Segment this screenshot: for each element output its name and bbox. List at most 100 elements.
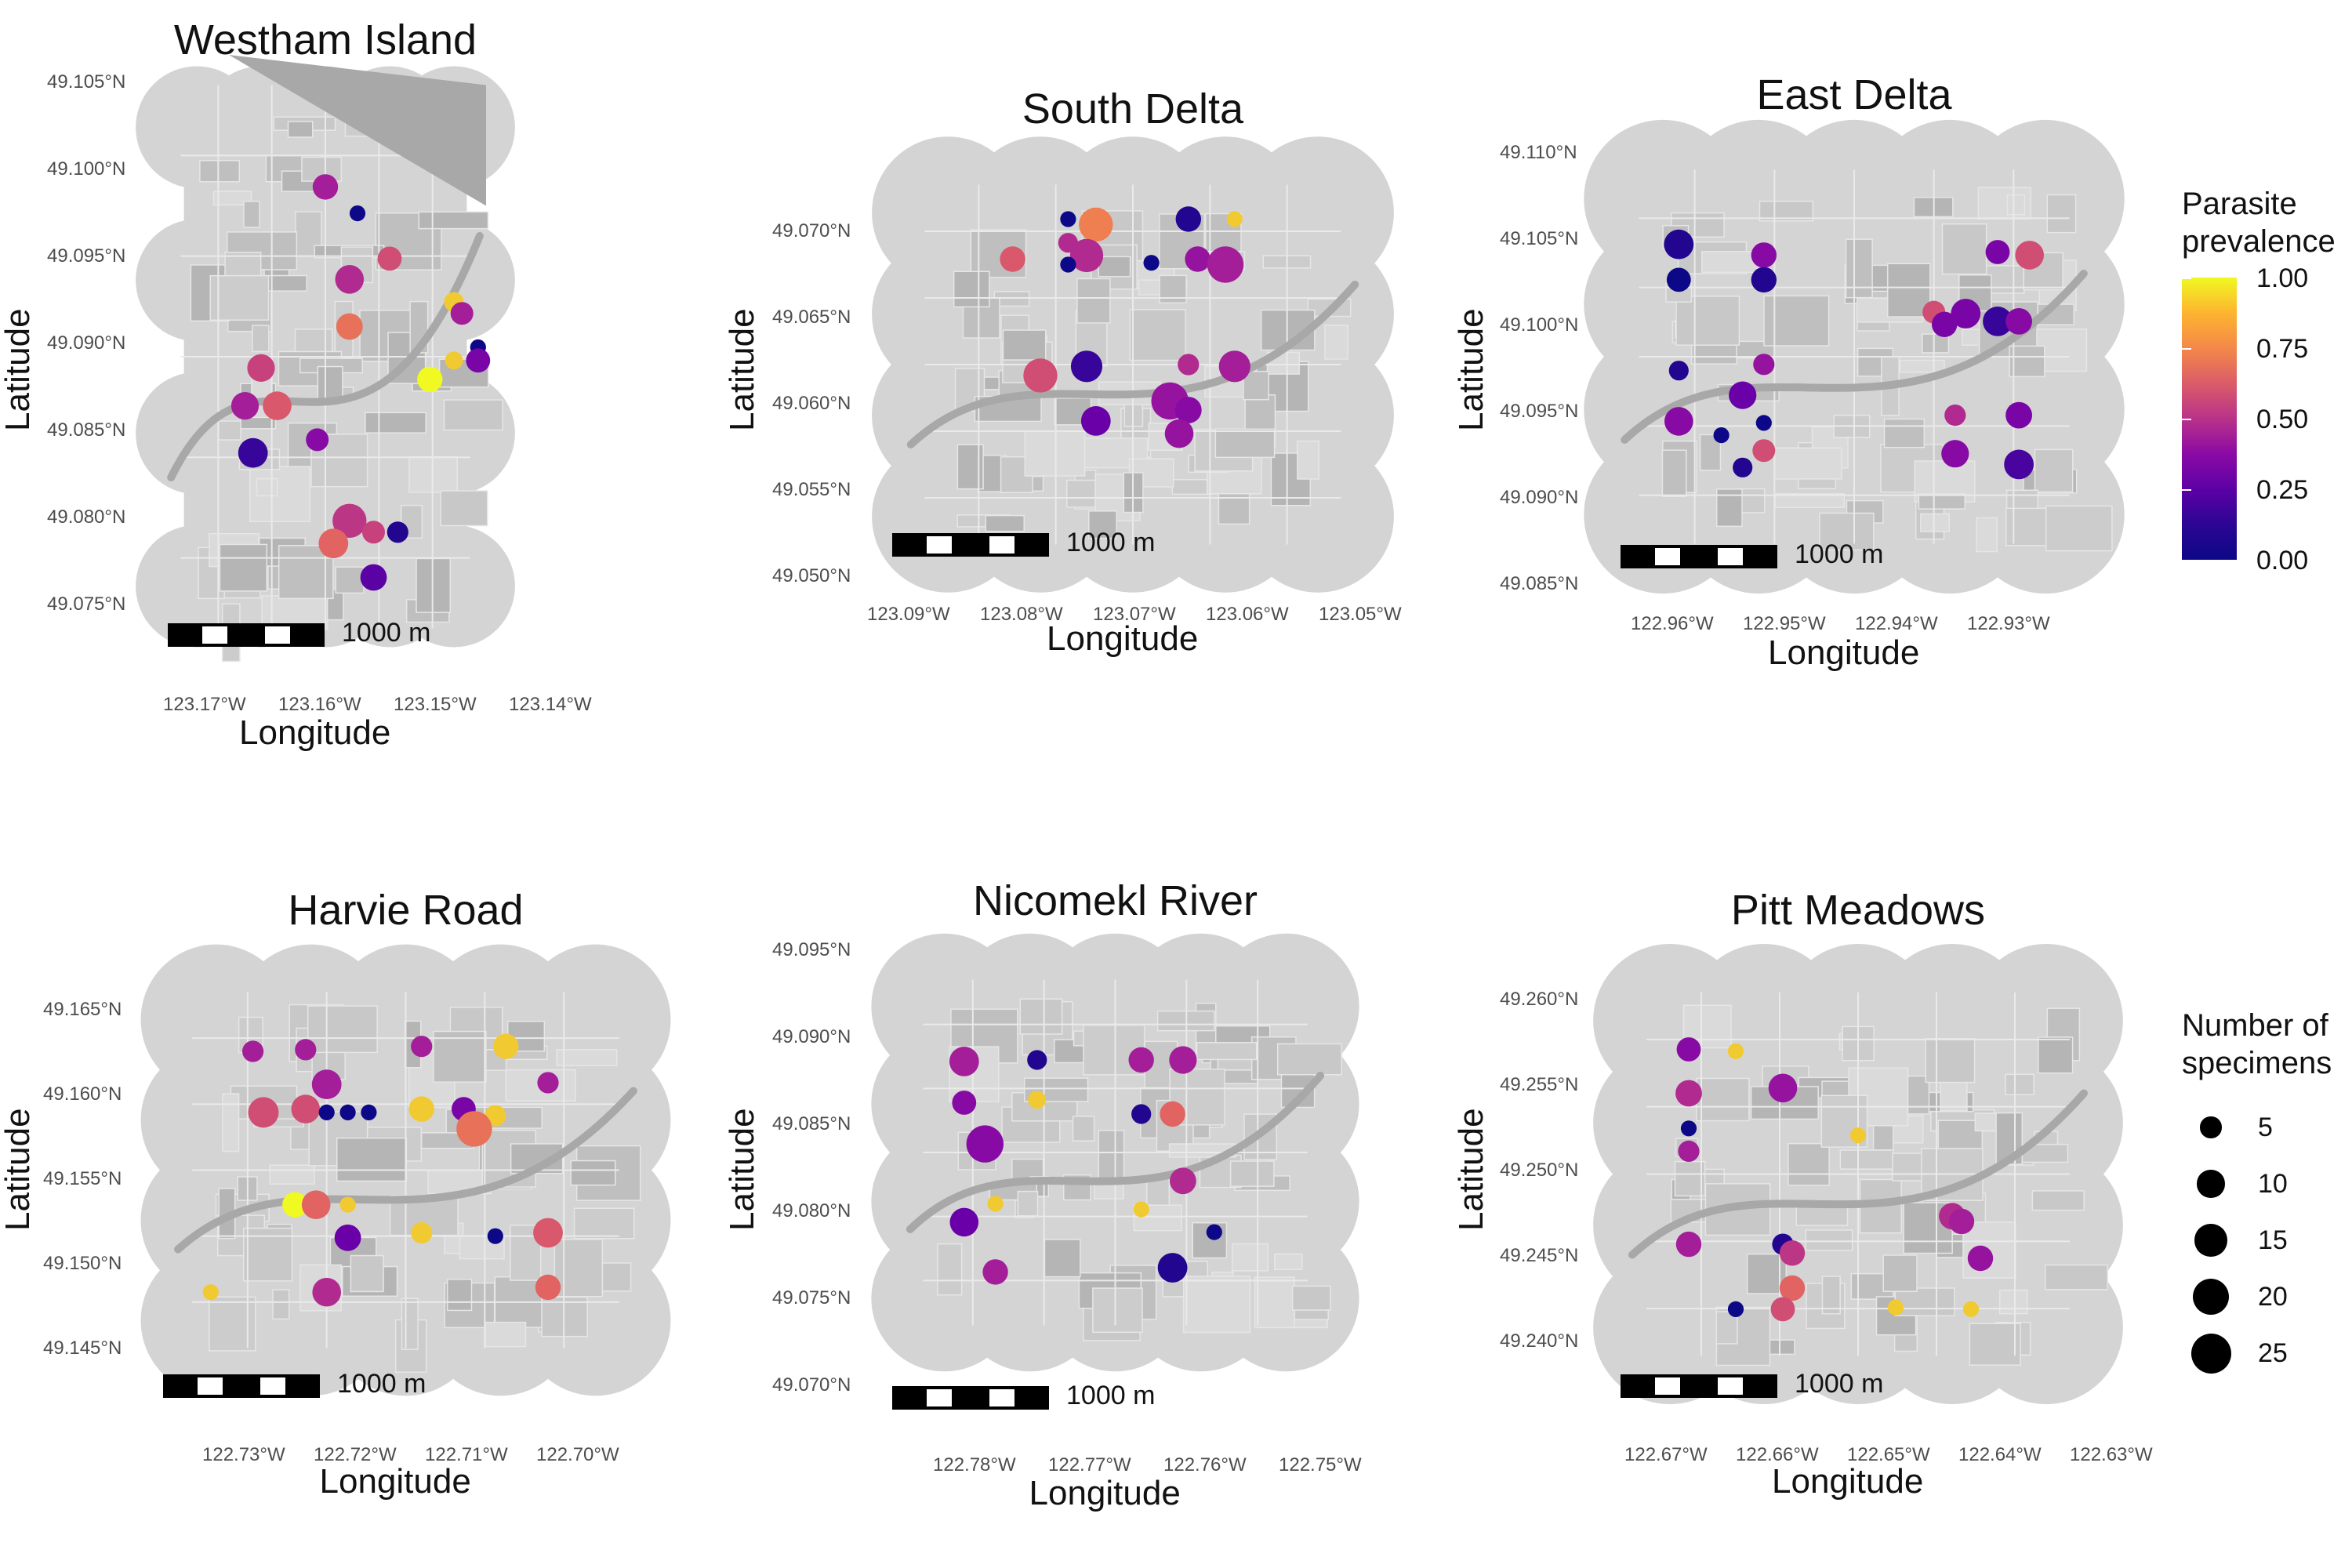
x-tick-label: 122.96°W (1631, 613, 1714, 634)
sample-point (361, 1104, 377, 1120)
scale-bar-segment (257, 1374, 289, 1398)
sample-point (411, 1221, 433, 1244)
sample-point (263, 391, 292, 420)
scale-label: 1000 m (1795, 539, 1884, 569)
sample-point (1079, 207, 1113, 242)
scale-bar-segment (1715, 545, 1746, 568)
x-tick-label: 122.76°W (1163, 1454, 1247, 1475)
sample-point (1069, 238, 1104, 273)
y-tick-label: 49.250°N (1500, 1160, 1579, 1181)
sample-point (1779, 1240, 1806, 1266)
scale-bar-segment (892, 533, 924, 557)
y-tick-label: 49.080°N (772, 1200, 851, 1221)
scale-bar (1621, 1374, 1777, 1398)
sample-point (1680, 1120, 1697, 1137)
color-legend-tick: 0.50 (2256, 405, 2309, 434)
scale-bar-segment (1621, 1374, 1652, 1398)
sample-point (1164, 419, 1194, 448)
panel-title: Harvie Road (288, 887, 524, 934)
scale-bar-segment (1621, 545, 1652, 568)
color-legend-tick: 1.00 (2256, 263, 2309, 293)
sample-point (1727, 1043, 1744, 1059)
scale-bar-segment (1652, 1374, 1683, 1398)
sample-point (360, 564, 387, 591)
sample-point (336, 313, 363, 340)
sample-point (1185, 246, 1210, 272)
scale-bar-segment (262, 623, 293, 647)
sample-point (411, 1036, 433, 1058)
x-tick-label: 122.73°W (202, 1444, 285, 1465)
x-tick-label: 122.78°W (933, 1454, 1016, 1475)
sample-point (2015, 241, 2044, 270)
scale-bar-segment (293, 623, 325, 647)
sample-point (1985, 240, 2010, 264)
panel-title: Pitt Meadows (1730, 887, 1986, 934)
sample-point (306, 428, 329, 452)
sample-point (332, 503, 367, 538)
sample-point (1060, 211, 1076, 227)
y-axis-title: Latitude (723, 1108, 761, 1231)
sample-point (966, 1125, 1004, 1163)
y-axis-title: Latitude (1452, 308, 1490, 431)
x-axis-title: Longitude (319, 1462, 471, 1501)
sample-point (318, 1104, 335, 1120)
sample-point (1944, 405, 1966, 426)
sample-point (312, 174, 339, 200)
scale-bar (892, 533, 1049, 557)
x-tick-label: 123.15°W (394, 694, 477, 715)
y-tick-label: 49.090°N (47, 332, 126, 354)
y-tick-label: 49.090°N (1500, 487, 1579, 508)
sample-point (1664, 407, 1693, 436)
scale-bar-segment (924, 533, 955, 557)
x-tick-label: 122.94°W (1855, 613, 1938, 634)
sample-point (417, 366, 443, 393)
sample-point (1226, 211, 1243, 227)
size-legend-dot (2200, 1116, 2222, 1138)
scale-bar-segment (892, 1386, 924, 1410)
sample-point (1675, 1231, 1702, 1258)
sample-point (339, 1196, 356, 1213)
sample-point (1678, 1140, 1700, 1162)
y-axis-title: Latitude (0, 308, 37, 431)
scale-bar-segment (163, 1374, 194, 1398)
size-legend-dot (2194, 1224, 2227, 1257)
map-basemap (140, 944, 671, 1396)
color-legend-tickmark (2182, 419, 2191, 420)
sample-point (1178, 354, 1200, 376)
y-tick-label: 49.085°N (772, 1113, 851, 1134)
sample-point (1023, 358, 1058, 393)
sample-point (248, 1097, 279, 1128)
map-panel-4 (871, 933, 1359, 1372)
sample-point (301, 1190, 331, 1219)
panel-title: Westham Island (173, 16, 477, 64)
sample-point (1206, 1224, 1222, 1240)
sample-point (1664, 229, 1694, 260)
color-legend-tickmark (2182, 560, 2191, 561)
x-axis-title: Longitude (1047, 619, 1199, 658)
scale-label: 1000 m (337, 1369, 426, 1399)
scale-label: 1000 m (1795, 1369, 1884, 1399)
scale-bar-segment (1683, 545, 1715, 568)
sample-point (362, 521, 385, 544)
y-tick-label: 49.080°N (47, 506, 126, 528)
sample-point (949, 1047, 979, 1076)
scale-bar (168, 623, 325, 647)
sample-point (1967, 1245, 1994, 1272)
sample-point (1887, 1299, 1904, 1316)
sample-point (1027, 1050, 1047, 1070)
y-tick-label: 49.075°N (47, 593, 126, 615)
scale-bar-segment (1746, 545, 1777, 568)
scale-bar-segment (168, 623, 199, 647)
scale-bar (892, 1386, 1049, 1410)
x-tick-label: 122.72°W (314, 1444, 397, 1465)
sample-point (982, 1259, 1008, 1285)
y-tick-label: 49.110°N (1500, 142, 1577, 163)
y-tick-label: 49.085°N (1500, 573, 1579, 594)
y-tick-label: 49.070°N (772, 220, 851, 241)
sample-point (1849, 1127, 1867, 1144)
sample-point (1675, 1080, 1702, 1107)
sample-point (1752, 439, 1776, 463)
size-legend-tick: 15 (2258, 1225, 2288, 1255)
y-tick-label: 49.165°N (43, 999, 122, 1020)
sample-point (1170, 1167, 1196, 1195)
